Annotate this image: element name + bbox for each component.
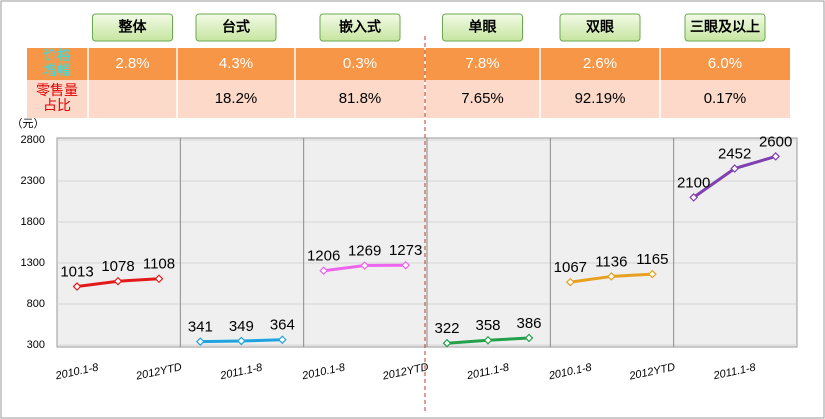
y-tick-label: 300 xyxy=(27,339,45,351)
row-label: 零售量 xyxy=(36,82,78,98)
cell-value: 0.17% xyxy=(704,90,747,107)
data-label: 2452 xyxy=(718,146,751,163)
point xyxy=(236,336,246,346)
cell-value: 2.6% xyxy=(583,55,617,72)
header-label: 嵌入式 xyxy=(339,19,381,35)
y-tick-label: 1300 xyxy=(21,257,45,269)
header-label: 三眼及以上 xyxy=(690,19,760,35)
data-label: 1078 xyxy=(101,258,134,275)
data-label: 364 xyxy=(270,317,295,334)
y-tick-label: 1800 xyxy=(21,216,45,228)
cell-value: 0.3% xyxy=(343,55,377,72)
y-tick-label: 2300 xyxy=(21,175,45,187)
header-label: 单眼 xyxy=(469,19,497,35)
point xyxy=(360,261,370,270)
header-button xyxy=(195,13,277,42)
y-axis-label: （元） xyxy=(12,117,45,130)
cell-value: 81.8% xyxy=(339,90,382,107)
row-bg xyxy=(27,80,790,118)
cell-value: 7.8% xyxy=(465,55,499,72)
point xyxy=(442,338,452,348)
point xyxy=(72,282,82,291)
header-button xyxy=(559,13,641,42)
y-tick-label: 2800 xyxy=(21,134,45,146)
point xyxy=(319,266,329,276)
data-label: 1067 xyxy=(554,259,587,276)
point xyxy=(401,260,411,270)
header-button xyxy=(319,13,401,42)
point xyxy=(113,276,123,286)
point xyxy=(771,152,781,161)
point xyxy=(195,337,205,346)
header-button xyxy=(684,13,766,42)
point xyxy=(730,164,740,173)
header-button xyxy=(92,13,173,42)
cell-value: 18.2% xyxy=(215,90,258,107)
cell-value: 2.8% xyxy=(115,55,149,72)
row-label: 占比 xyxy=(43,97,71,113)
row-label: 增幅 xyxy=(43,62,71,78)
header-label: 台式 xyxy=(222,19,250,35)
data-label: 322 xyxy=(434,320,459,337)
data-label: 341 xyxy=(188,319,213,336)
data-label: 1273 xyxy=(389,242,422,259)
point xyxy=(606,272,616,281)
cell-value: 6.0% xyxy=(708,55,742,72)
cell-value: 7.65% xyxy=(461,90,504,107)
point xyxy=(277,335,287,345)
data-label: 1269 xyxy=(348,243,381,260)
point xyxy=(565,277,575,287)
data-label: 1165 xyxy=(636,251,668,268)
y-tick-label: 800 xyxy=(27,298,45,310)
header-label: 双眼 xyxy=(586,19,614,35)
data-label: 386 xyxy=(516,315,541,332)
row-label: 价格 xyxy=(43,47,71,63)
point xyxy=(647,269,657,279)
cell-value: 4.3% xyxy=(219,55,253,72)
point xyxy=(154,274,164,284)
data-label: 1108 xyxy=(143,256,175,273)
header-label: 整体 xyxy=(118,19,148,35)
point xyxy=(689,193,699,202)
data-label: 1206 xyxy=(307,248,340,265)
data-label: 2100 xyxy=(677,174,710,191)
header-button xyxy=(442,13,523,42)
row-bg xyxy=(27,48,790,80)
data-label: 1136 xyxy=(595,253,627,270)
data-label: 2600 xyxy=(759,133,792,150)
cell-value: 92.19% xyxy=(575,90,626,107)
data-label: 1013 xyxy=(60,264,93,281)
data-label: 349 xyxy=(229,318,254,335)
point xyxy=(524,333,534,343)
data-label: 358 xyxy=(475,317,500,334)
point xyxy=(483,335,493,345)
